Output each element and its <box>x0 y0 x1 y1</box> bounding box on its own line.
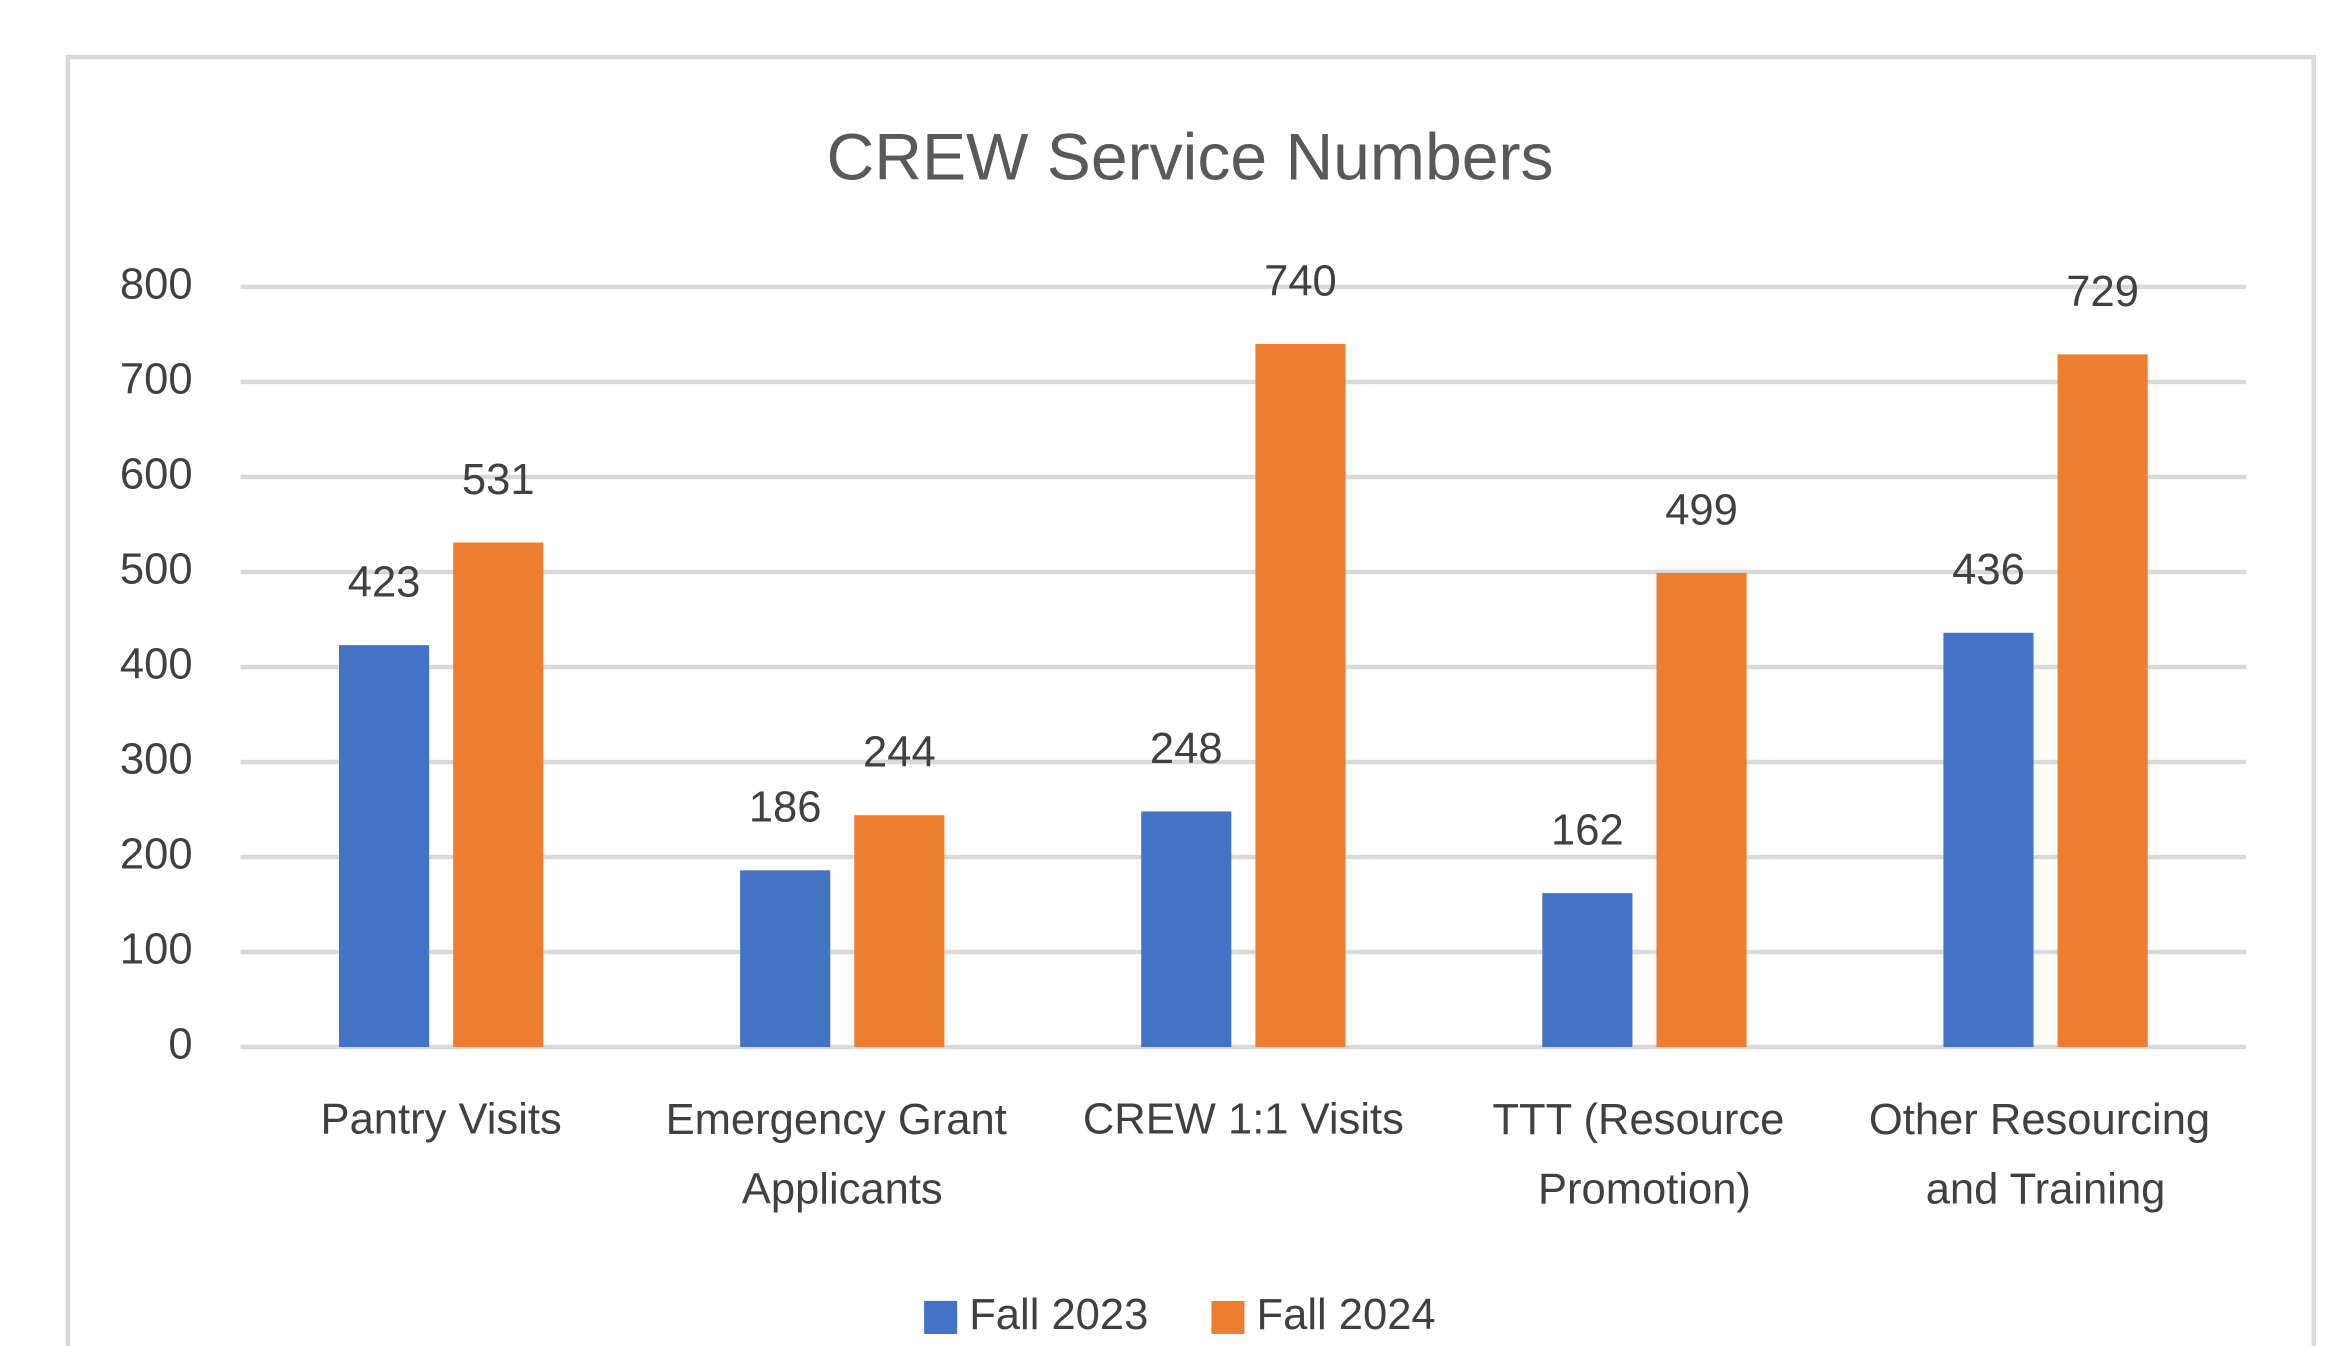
x-tick-label: Pantry Visits <box>321 1096 562 1144</box>
legend-label: Fall 2024 <box>1257 1291 1436 1339</box>
data-label: 740 <box>1264 257 1337 305</box>
y-tick-label: 400 <box>120 640 193 688</box>
data-label: 186 <box>749 784 822 832</box>
y-tick-label: 600 <box>120 450 193 498</box>
data-label: 162 <box>1551 807 1624 855</box>
y-tick-label: 100 <box>120 926 193 974</box>
x-tick-label: CREW 1:1 Visits <box>1083 1096 1404 1144</box>
chart-frame <box>65 54 2316 1346</box>
data-label: 436 <box>1952 546 2025 594</box>
chart-title: CREW Service Numbers <box>827 121 1554 195</box>
bar <box>1542 893 1633 1048</box>
bar <box>1943 632 2034 1048</box>
x-tick-label: Emergency Grant Applicants <box>666 1096 1019 1213</box>
bar <box>339 645 430 1048</box>
y-tick-label: 700 <box>120 355 193 403</box>
bar <box>1141 811 1232 1048</box>
y-tick-label: 800 <box>120 260 193 308</box>
bar <box>740 870 831 1048</box>
y-tick-label: 200 <box>120 831 193 879</box>
y-tick-label: 300 <box>120 736 193 784</box>
data-label: 729 <box>2066 268 2139 316</box>
bar <box>854 815 945 1048</box>
data-label: 531 <box>462 456 535 504</box>
data-label: 499 <box>1665 486 1738 534</box>
y-tick-label: 500 <box>120 545 193 593</box>
bar <box>1255 343 1346 1048</box>
legend-swatch <box>924 1300 958 1334</box>
bar <box>2057 354 2148 1048</box>
x-tick-label: Other Resourcing and Training <box>1869 1096 2222 1213</box>
data-label: 244 <box>863 729 936 777</box>
legend-label: Fall 2023 <box>969 1291 1148 1339</box>
data-label: 423 <box>348 559 421 607</box>
x-tick-label: TTT (Resource Promotion) <box>1492 1096 1796 1213</box>
bar <box>1656 572 1747 1048</box>
bar <box>453 542 544 1048</box>
legend-swatch <box>1211 1300 1245 1334</box>
y-tick-label: 0 <box>168 1021 192 1069</box>
data-label: 248 <box>1150 725 1223 773</box>
